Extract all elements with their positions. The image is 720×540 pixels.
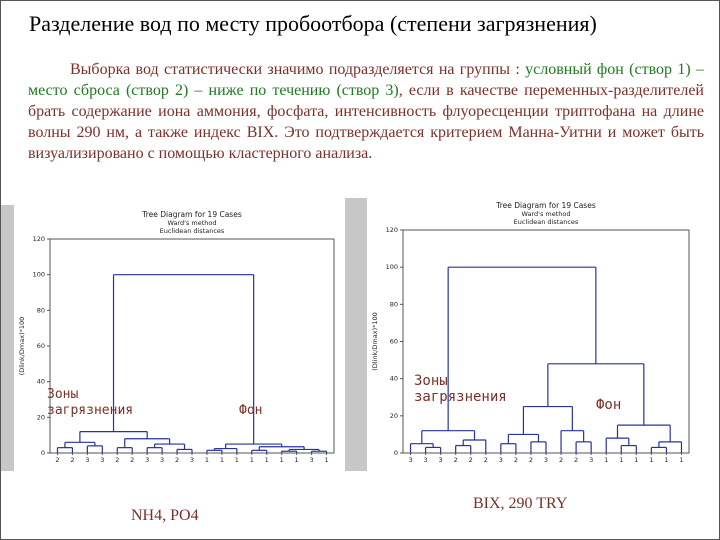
svg-text:3: 3 <box>100 456 104 464</box>
svg-text:2: 2 <box>574 456 578 464</box>
svg-text:0: 0 <box>41 449 45 457</box>
annotation-fon-left: Фон <box>239 403 263 418</box>
svg-text:3: 3 <box>544 456 548 464</box>
svg-text:2: 2 <box>130 456 134 464</box>
svg-text:0: 0 <box>394 449 398 457</box>
center-strip <box>345 198 367 471</box>
svg-text:1: 1 <box>235 456 239 464</box>
svg-text:3: 3 <box>145 456 149 464</box>
svg-text:3: 3 <box>499 456 503 464</box>
svg-text:2: 2 <box>115 456 119 464</box>
svg-text:Ward's method: Ward's method <box>167 219 216 227</box>
svg-text:1: 1 <box>250 456 254 464</box>
svg-text:80: 80 <box>37 306 45 314</box>
svg-text:100: 100 <box>386 263 398 271</box>
svg-text:(Dlink/Dmax)*100: (Dlink/Dmax)*100 <box>371 312 379 371</box>
left-edge-strip <box>1 205 14 471</box>
svg-text:20: 20 <box>390 412 398 420</box>
left-chart-panel: Tree Diagram for 19 Cases Ward's method Eu… <box>14 207 344 469</box>
svg-text:Euclidean distances: Euclidean distances <box>160 227 225 235</box>
svg-text:2: 2 <box>469 456 473 464</box>
svg-text:120: 120 <box>33 235 45 243</box>
caption-right: BIX, 290 TRY <box>473 495 568 512</box>
svg-text:2: 2 <box>559 456 563 464</box>
svg-text:2: 2 <box>484 456 488 464</box>
svg-text:1: 1 <box>619 456 623 464</box>
svg-text:3: 3 <box>310 456 314 464</box>
caption-left: NH4, PO4 <box>131 507 199 524</box>
svg-text:1: 1 <box>265 456 269 464</box>
svg-text:1: 1 <box>205 456 209 464</box>
svg-text:20: 20 <box>37 413 45 421</box>
svg-text:3: 3 <box>160 456 164 464</box>
svg-text:1: 1 <box>604 456 608 464</box>
svg-text:2: 2 <box>175 456 179 464</box>
svg-text:3: 3 <box>589 456 593 464</box>
svg-text:2: 2 <box>529 456 533 464</box>
svg-text:3: 3 <box>424 456 428 464</box>
svg-text:1: 1 <box>295 456 299 464</box>
svg-text:Tree Diagram for 19 Cases: Tree Diagram for 19 Cases <box>141 210 242 219</box>
right-chart-panel: Tree Diagram for 19 Cases Ward's method Eu… <box>367 198 699 469</box>
svg-text:120: 120 <box>386 226 398 234</box>
svg-text:3: 3 <box>408 456 412 464</box>
svg-text:1: 1 <box>634 456 638 464</box>
svg-text:Tree Diagram for 19 Cases: Tree Diagram for 19 Cases <box>495 201 596 210</box>
svg-text:2: 2 <box>55 456 59 464</box>
page-title: Разделение вод по месту пробоотбора (сте… <box>29 11 597 36</box>
svg-text:Ward's method: Ward's method <box>521 210 570 218</box>
svg-text:2: 2 <box>70 456 74 464</box>
svg-text:1: 1 <box>679 456 683 464</box>
svg-text:2: 2 <box>514 456 518 464</box>
svg-text:1: 1 <box>324 456 328 464</box>
svg-text:1: 1 <box>220 456 224 464</box>
svg-text:100: 100 <box>33 271 45 279</box>
annotation-fon-right: Фон <box>596 397 622 413</box>
svg-text:40: 40 <box>390 375 398 383</box>
svg-text:1: 1 <box>664 456 668 464</box>
svg-text:40: 40 <box>37 378 45 386</box>
svg-text:1: 1 <box>649 456 653 464</box>
body-paragraph: Выборка вод статистически значимо подраз… <box>28 61 704 162</box>
svg-text:3: 3 <box>190 456 194 464</box>
annotation-zones-right: Зоны загрязнения <box>414 373 507 405</box>
svg-text:3: 3 <box>85 456 89 464</box>
svg-text:1: 1 <box>280 456 284 464</box>
svg-text:Euclidean distances: Euclidean distances <box>514 218 579 226</box>
svg-text:80: 80 <box>390 300 398 308</box>
svg-text:2: 2 <box>454 456 458 464</box>
svg-text:(Dlink/Dmax)*100: (Dlink/Dmax)*100 <box>18 317 26 376</box>
svg-text:60: 60 <box>37 342 45 350</box>
annotation-zones-left: Зоны загрязнения <box>47 387 134 418</box>
svg-text:3: 3 <box>439 456 443 464</box>
svg-text:60: 60 <box>390 338 398 346</box>
